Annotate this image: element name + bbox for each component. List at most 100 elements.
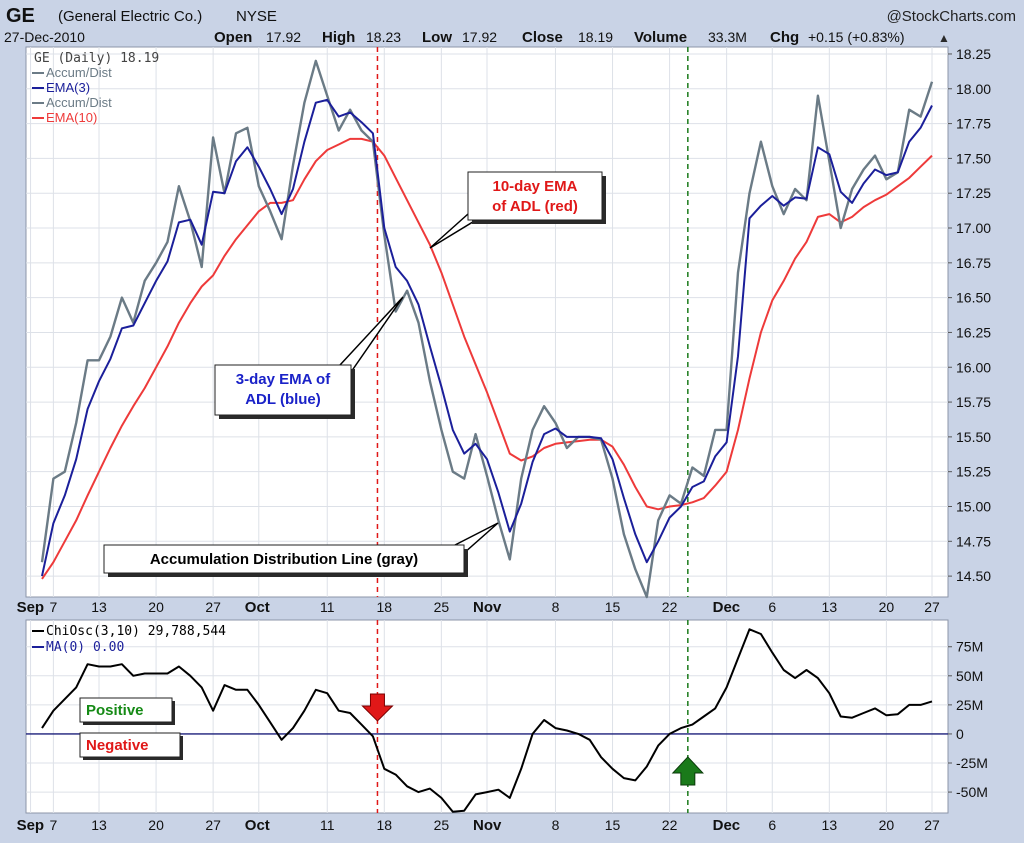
price-x-tick-label-8: 25 [434,599,450,615]
exchange-label: NYSE [236,8,277,25]
callout-line2-ema3: ADL (blue) [245,391,321,408]
price-y-tick-label-0: 14.50 [956,568,991,584]
price-y-tick-label-11: 17.25 [956,185,991,201]
price-x-tick-label-15: 13 [822,599,838,615]
price-x-tick-label-17: 27 [924,599,940,615]
price-y-tick-label-6: 16.00 [956,359,991,375]
price-x-tick-label-10: 8 [552,599,560,615]
price-grid [26,47,948,597]
price-x-tick-label-2: 13 [91,599,107,615]
price-x-tick-label-6: 11 [320,599,335,615]
annotation-box-0 [79,697,173,723]
osc-x-tick-label-17: 27 [924,817,940,833]
legend-entry-4: EMA(10) [46,110,97,125]
price-y-tick-label-9: 16.75 [956,255,991,271]
oscillator-x-axis: Sep 7 13 20 27 Oct 11 18 25 Nov 8 15 22 Dec 6 13 20 27 [17,817,940,834]
oscillator-y-axis: -50M -25M 0 25M 50M 75M [948,639,988,800]
legend-entry-2: EMA(3) [46,80,90,95]
osc-x-tick-label-7: 18 [377,817,393,833]
price-x-tick-label-0: Sep [17,599,45,616]
quote-chg-value: +0.15 (+0.83%) [808,29,905,45]
osc-x-tick-label-8: 25 [434,817,450,833]
legend-entry-0: GE (Daily) 18.19 [34,51,159,66]
company-name: (General Electric Co.) [58,8,202,25]
oscillator-annotations: Positive Negative [79,697,183,760]
price-x-tick-label-11: 15 [605,599,621,615]
callout-box-adl [103,544,465,574]
series-line-ema10 [41,137,933,580]
callout-line2-ema10: of ADL (red) [492,198,578,215]
osc-x-tick-label-6: 11 [320,817,335,833]
price-x-tick-label-16: 20 [879,599,895,615]
price-x-tick-label-14: 6 [768,599,776,615]
price-y-tick-label-1: 14.75 [956,533,991,549]
legend-entry-1: Accum/Dist [46,65,112,80]
price-x-tick-label-5: Oct [245,599,270,616]
price-y-tick-label-12: 17.50 [956,150,991,166]
callout-line1-ema3: 3-day EMA of [236,371,331,388]
price-x-tick-label-13: Dec [713,599,741,616]
price-y-tick-label-2: 15.00 [956,498,991,514]
price-y-tick-label-7: 16.25 [956,324,991,340]
osc-x-tick-label-5: Oct [245,817,270,834]
price-x-axis: Sep 7 13 20 27 Oct 11 18 25 Nov 8 15 22 Dec 6 13 20 27 [17,599,940,616]
osc-x-tick-label-16: 20 [879,817,895,833]
osc-x-tick-label-1: 7 [49,817,57,833]
quote-volume-value: 33.3M [708,29,747,45]
callout-box-ema3 [214,364,352,416]
osc-x-tick-label-11: 15 [605,817,621,833]
annotation-positive: Positive [86,702,144,719]
osc-x-tick-label-0: Sep [17,817,45,834]
osc-x-tick-label-12: 22 [662,817,678,833]
osc-y-tick-label-3: 25M [956,697,983,713]
quote-open-label: Open [214,29,252,46]
annotation-box-1 [79,732,181,758]
osc-x-tick-label-2: 13 [91,817,107,833]
series-line-ema3 [41,98,933,577]
osc-x-tick-label-4: 27 [205,817,221,833]
price-y-axis: 14.50 14.75 15.00 15.25 15.50 15.75 16.00 16.25… [948,46,991,584]
annotation-negative: Negative [86,737,149,754]
price-y-tick-label-3: 15.25 [956,464,991,480]
price-x-tick-label-12: 22 [662,599,678,615]
quote-chg-label: Chg [770,29,799,46]
osc-x-tick-label-13: Dec [713,817,741,834]
oscillator-series [41,628,933,813]
callout-box-ema10 [467,171,603,221]
osc-x-tick-label-3: 20 [148,817,164,833]
chg-up-icon: ▲ [938,31,950,45]
price-y-tick-label-10: 17.00 [956,220,991,236]
quote-low-label: Low [422,29,452,46]
price-y-tick-label-13: 17.75 [956,116,991,132]
osc-y-tick-label-2: 0 [956,726,964,742]
quote-high-value: 18.23 [366,29,401,45]
legend-entry-3: Accum/Dist [46,95,112,110]
price-y-tick-label-15: 18.25 [956,46,991,62]
osc-y-tick-label-5: 75M [956,639,983,655]
watermark: @StockCharts.com [887,8,1016,25]
callout-line1-ema10: 10-day EMA [492,178,577,195]
price-y-tick-label-14: 18.00 [956,81,991,97]
symbol-title: GE [6,5,35,27]
osc-x-tick-label-14: 6 [768,817,776,833]
quote-close-value: 18.19 [578,29,613,45]
red-down-arrow-icon [361,693,394,722]
price-series [40,59,934,599]
price-y-tick-label-4: 15.50 [956,429,991,445]
price-y-tick-label-5: 15.75 [956,394,991,410]
quote-low-value: 17.92 [462,29,497,45]
quote-volume-label: Volume [634,29,687,46]
price-legend: GE (Daily) 18.19Accum/DistEMA(3)Accum/Di… [32,51,159,125]
quote-close-label: Close [522,29,563,46]
osc-x-tick-label-15: 13 [822,817,838,833]
osc-legend-entry-1: MA(0) 0.00 [46,640,124,655]
price-x-tick-label-3: 20 [148,599,164,615]
quote-open-value: 17.92 [266,29,301,45]
price-x-tick-label-1: 7 [49,599,57,615]
chart-date: 27-Dec-2010 [4,29,85,45]
callout-line1-adl: Accumulation Distribution Line (gray) [150,551,418,568]
osc-y-tick-label-1: -25M [956,755,988,771]
